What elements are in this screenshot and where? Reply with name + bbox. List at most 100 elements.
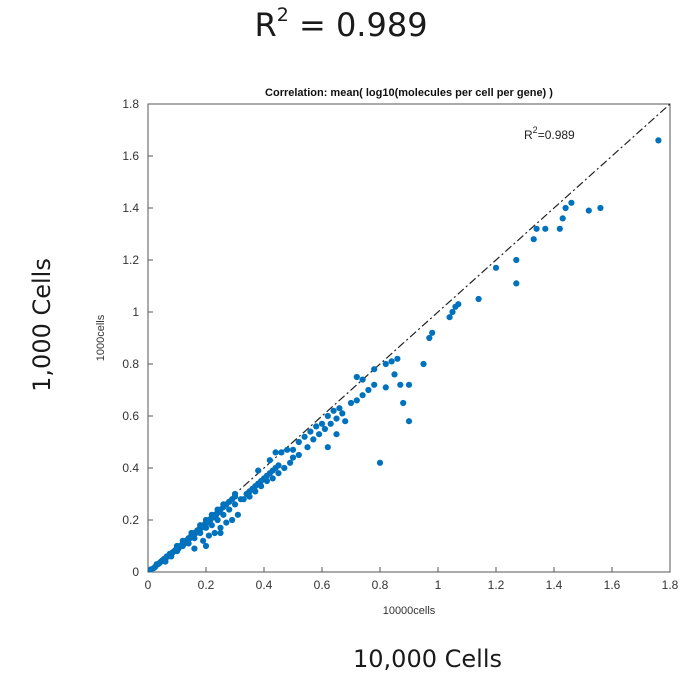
y-tick-label: 0.8 xyxy=(122,357,139,371)
y-tick-label: 1.4 xyxy=(122,201,139,215)
headline-r-squared: R2 = 0.989 xyxy=(0,4,682,44)
data-point xyxy=(255,467,262,474)
data-point xyxy=(376,459,384,466)
data-point xyxy=(202,516,210,524)
x-tick-label: 1 xyxy=(435,578,442,592)
data-point xyxy=(388,358,395,365)
data-point xyxy=(173,542,181,550)
data-point xyxy=(382,360,389,368)
data-point xyxy=(556,225,563,232)
data-point xyxy=(382,384,389,391)
data-point xyxy=(231,490,239,498)
data-point xyxy=(275,470,282,477)
data-point xyxy=(272,449,279,456)
headline-value: = 0.989 xyxy=(288,6,428,44)
data-point xyxy=(429,329,436,336)
data-point xyxy=(287,459,294,466)
data-point xyxy=(197,529,204,537)
data-point xyxy=(234,511,241,518)
data-point xyxy=(200,537,207,544)
data-point xyxy=(585,207,592,214)
outer-x-label: 10,000 Cells xyxy=(353,645,502,673)
y-tick-label: 1.6 xyxy=(122,149,139,163)
x-tick-label: 1.2 xyxy=(488,578,505,592)
data-point xyxy=(336,405,343,412)
data-point xyxy=(568,199,575,206)
data-point xyxy=(197,522,204,529)
headline-r-letter: R xyxy=(254,6,277,44)
data-points xyxy=(147,137,662,573)
data-point xyxy=(405,418,413,425)
data-point xyxy=(246,493,253,500)
x-tick-label: 0.8 xyxy=(372,578,389,592)
data-point xyxy=(269,475,276,482)
x-tick-label: 0.2 xyxy=(198,578,215,592)
data-point xyxy=(327,420,334,427)
data-point xyxy=(220,511,227,518)
x-tick-label: 1.8 xyxy=(662,578,679,592)
data-point xyxy=(339,410,346,417)
data-point xyxy=(284,446,291,453)
data-point xyxy=(533,225,540,232)
data-point xyxy=(217,529,224,537)
data-point xyxy=(266,457,273,464)
y-axis-label: 1000cells xyxy=(95,314,107,361)
data-point xyxy=(278,449,285,456)
data-point xyxy=(492,264,500,271)
x-tick-label: 0.6 xyxy=(314,578,331,592)
data-point xyxy=(185,540,192,547)
data-point xyxy=(289,446,297,453)
data-point xyxy=(304,444,311,451)
data-point xyxy=(240,496,247,503)
data-point xyxy=(371,381,378,388)
data-point xyxy=(318,420,326,427)
data-point xyxy=(359,392,366,399)
data-point xyxy=(220,501,227,508)
data-point xyxy=(313,423,320,430)
data-point xyxy=(394,355,401,362)
data-point xyxy=(530,236,537,243)
data-point xyxy=(173,548,181,555)
data-point xyxy=(513,280,520,287)
y-tick-label: 1 xyxy=(132,305,139,319)
x-tick-label: 1.6 xyxy=(604,578,621,592)
data-point xyxy=(371,366,378,373)
data-point xyxy=(179,542,186,550)
data-point xyxy=(295,438,302,446)
data-point xyxy=(420,360,427,368)
data-point xyxy=(231,501,239,508)
anno-superscript: 2 xyxy=(533,125,538,135)
data-point xyxy=(397,381,404,388)
data-point xyxy=(359,376,366,383)
data-point xyxy=(208,522,215,529)
r-squared-annotation: R2=0.989 xyxy=(524,125,575,142)
data-point xyxy=(217,524,224,531)
x-tick-label: 0 xyxy=(145,578,152,592)
data-point xyxy=(324,412,331,420)
data-point xyxy=(179,537,186,544)
data-point xyxy=(446,314,453,321)
y-tick-label: 0.2 xyxy=(122,513,139,527)
data-point xyxy=(281,464,288,472)
data-point xyxy=(353,373,360,381)
data-point xyxy=(226,498,233,505)
data-point xyxy=(205,532,212,539)
data-point xyxy=(229,516,236,524)
data-point xyxy=(223,519,230,526)
data-point xyxy=(295,451,302,459)
chart-title: Correlation: mean( log10(molecules per c… xyxy=(265,87,553,99)
data-point xyxy=(342,418,349,425)
y-tick-label: 1.2 xyxy=(122,253,139,267)
y-axis: 0 0.2 0.4 0.6 0.8 1 1.2 1.4 1.6 1.8 xyxy=(122,97,153,579)
data-point xyxy=(307,428,314,435)
data-point xyxy=(559,215,566,222)
data-point xyxy=(353,397,360,404)
x-axis: 0 0.2 0.4 0.6 0.8 1 1.2 1.4 1.6 1.8 xyxy=(145,567,679,592)
data-point xyxy=(316,431,323,438)
x-tick-label: 1.4 xyxy=(546,578,563,592)
data-point xyxy=(655,137,662,144)
data-point xyxy=(202,524,210,531)
data-point xyxy=(400,399,407,407)
data-point xyxy=(188,529,195,537)
